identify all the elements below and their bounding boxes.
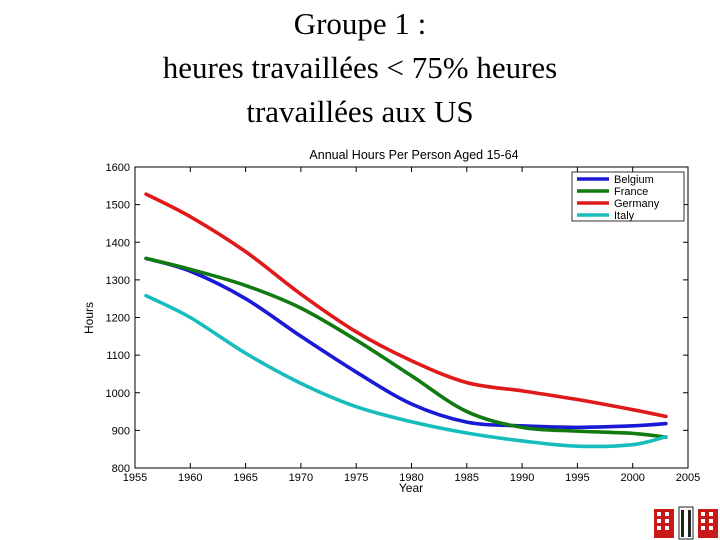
y-tick-label: 1100 xyxy=(106,350,130,362)
slide-title: Groupe 1 : heures travaillées < 75% heur… xyxy=(0,2,720,134)
x-tick-label: 1995 xyxy=(565,472,589,484)
y-tick-label: 1500 xyxy=(106,200,130,212)
y-axis: 800 900 1000 1100 1200 1300 1400 1500 1600 xyxy=(106,162,688,475)
y-tick-label: 1000 xyxy=(106,388,130,400)
series-line-belgium xyxy=(144,256,668,430)
x-tick-label: 2000 xyxy=(620,472,644,484)
legend-label-belgium: Belgium xyxy=(614,174,654,186)
y-tick-label: 1200 xyxy=(106,313,130,325)
y-tick-label: 1400 xyxy=(106,237,130,249)
x-axis: 1955 1960 1965 1970 1975 1980 1985 1990 1995 2000… xyxy=(123,167,700,484)
y-axis-label: Hours xyxy=(82,302,96,334)
x-tick-label: 2005 xyxy=(676,472,700,484)
y-tick-label: 900 xyxy=(112,425,130,437)
x-tick-label: 1990 xyxy=(510,472,534,484)
x-tick-label: 1970 xyxy=(289,472,313,484)
slide-title-line-1: Groupe 1 : xyxy=(293,6,427,41)
series-lines xyxy=(144,192,668,449)
legend-label-italy: Italy xyxy=(614,210,635,222)
series-line-italy xyxy=(144,293,668,449)
y-tick-label: 800 xyxy=(112,463,130,475)
slide-title-line-3: travaillées aux US xyxy=(246,94,474,129)
legend-label-france: France xyxy=(614,186,648,198)
x-tick-label: 1980 xyxy=(399,472,423,484)
series-line-france xyxy=(144,256,668,439)
x-tick-label: 1960 xyxy=(178,472,202,484)
x-axis-label: Year xyxy=(399,481,423,495)
legend-label-germany: Germany xyxy=(614,198,660,210)
slide-title-line-2: heures travaillées < 75% heures xyxy=(162,50,558,85)
x-tick-label: 1965 xyxy=(233,472,257,484)
x-tick-label: 1955 xyxy=(123,472,147,484)
institution-logo xyxy=(654,506,718,540)
y-tick-label: 1300 xyxy=(106,275,130,287)
chart-title: Annual Hours Per Person Aged 15-64 xyxy=(309,148,518,162)
x-tick-label: 1985 xyxy=(455,472,479,484)
y-tick-label: 1600 xyxy=(106,162,130,174)
series-line-germany xyxy=(144,192,668,419)
x-tick-label: 1975 xyxy=(344,472,368,484)
